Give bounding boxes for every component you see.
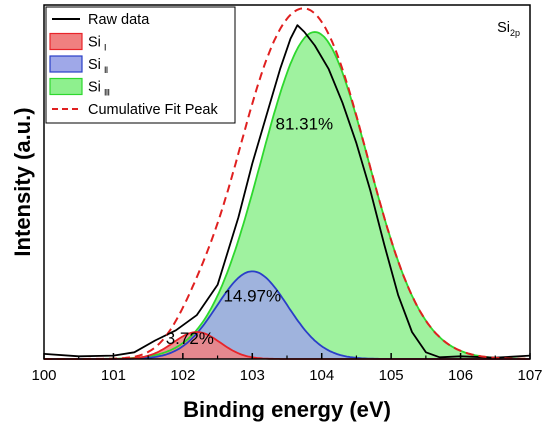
x-tick-label: 105 xyxy=(379,367,404,384)
percent-label: 3.72% xyxy=(166,329,214,348)
legend-label: Cumulative Fit Peak xyxy=(88,102,218,118)
legend-swatch-peak xyxy=(49,32,83,51)
legend-label-subscript: Ⅲ xyxy=(104,88,110,98)
percent-label: 81.31% xyxy=(276,115,334,134)
x-tick-label: 107 xyxy=(517,367,542,384)
percent-label: 14.97% xyxy=(223,287,281,306)
peak-area-si-103 xyxy=(44,271,530,359)
x-tick-label: 100 xyxy=(31,367,56,384)
x-tick-label: 104 xyxy=(309,367,334,384)
raw-data-line xyxy=(43,24,531,359)
legend-label-subscript: Ⅱ xyxy=(104,65,108,75)
x-axis-ticks: 100 101 102 103 104 105 106 107 xyxy=(31,353,543,384)
x-axis-title: Binding energy (eV) xyxy=(183,397,391,422)
legend-label-subscript: Ⅰ xyxy=(104,43,107,53)
cumulative-fit-line xyxy=(44,7,530,360)
legend-label: Raw data xyxy=(88,12,150,28)
legend-swatch-peak xyxy=(49,77,83,96)
percent-annotations: 3.72% 14.97% 81.31% xyxy=(166,115,333,348)
legend-swatch-peak xyxy=(49,55,83,73)
peak-area-si-103.9 xyxy=(44,32,530,359)
y-axis-title: Intensity (a.u.) xyxy=(10,107,35,256)
x-tick-label: 102 xyxy=(170,367,195,384)
x-tick-label: 103 xyxy=(240,367,265,384)
x-tick-label: 101 xyxy=(101,367,126,384)
spectrum-label: Si2p xyxy=(497,20,520,38)
x-tick-label: 106 xyxy=(448,367,473,384)
